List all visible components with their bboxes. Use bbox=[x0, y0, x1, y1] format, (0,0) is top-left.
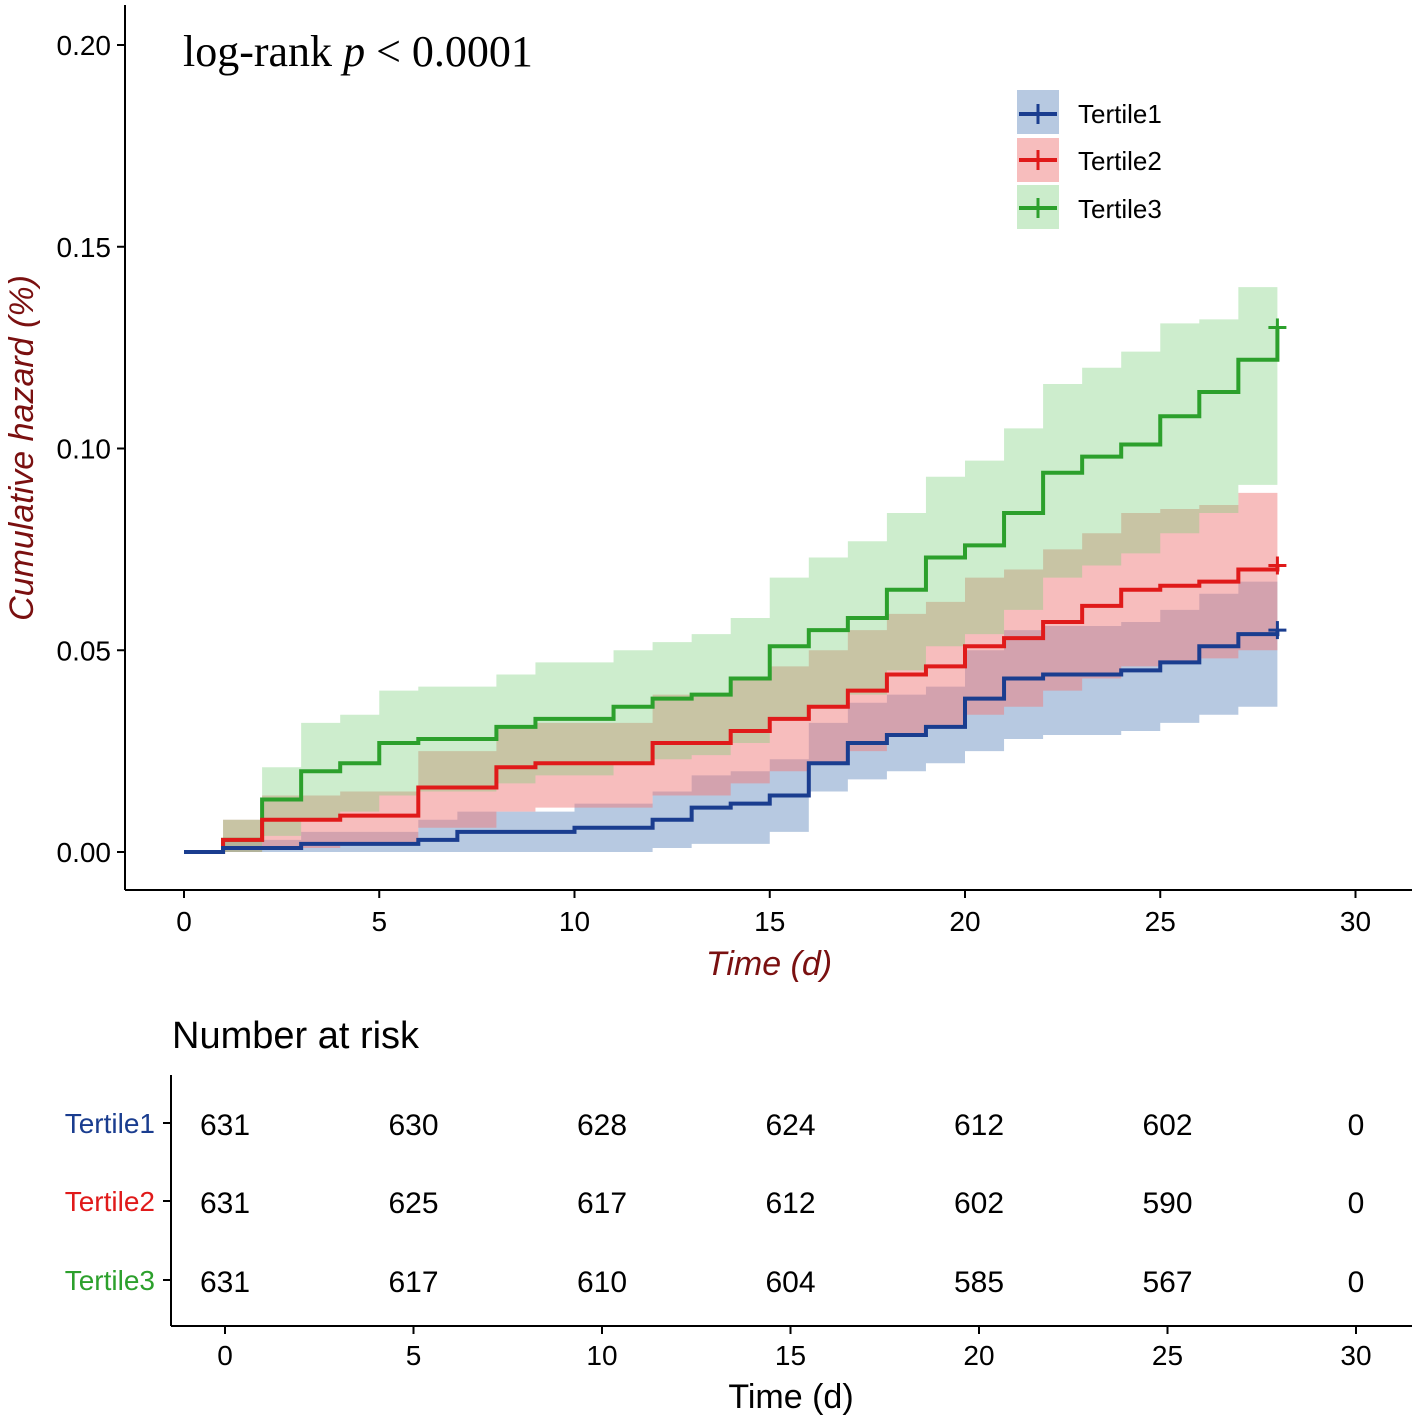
risk-cell-tertile2: 625 bbox=[388, 1187, 438, 1220]
risk-x-tick-label: 0 bbox=[217, 1340, 233, 1371]
pvalue-annotation: log-rank p < 0.0001 bbox=[183, 27, 533, 76]
risk-rows: Tertile1 631 630 628 624 612 602 0 Tertile2 631 62… bbox=[65, 1108, 1365, 1299]
legend-label-tertile1: Tertile1 bbox=[1078, 99, 1162, 129]
x-tick-label: 10 bbox=[559, 906, 590, 937]
hazard-line-tertile1 bbox=[184, 630, 1280, 854]
risk-cell-tertile1: 624 bbox=[765, 1109, 815, 1142]
risk-cell-tertile1: 612 bbox=[954, 1109, 1004, 1142]
risk-cell-tertile1: 630 bbox=[388, 1109, 438, 1142]
ci-band-tertile3 bbox=[184, 258, 1278, 853]
x-tick-label: 0 bbox=[176, 906, 192, 937]
y-tick-label: 0.10 bbox=[57, 434, 112, 465]
risk-cell-tertile2: 602 bbox=[954, 1187, 1004, 1220]
risk-cell-tertile2: 617 bbox=[577, 1187, 627, 1220]
x-tick-label: 25 bbox=[1145, 906, 1176, 937]
risk-x-tick-label: 30 bbox=[1340, 1340, 1371, 1371]
risk-x-tick-label: 10 bbox=[586, 1340, 617, 1371]
y-tick-label: 0.05 bbox=[57, 635, 112, 666]
risk-x-tick-label: 5 bbox=[406, 1340, 422, 1371]
legend-item-tertile3: Tertile3 bbox=[1017, 185, 1162, 229]
risk-cell-tertile3: 585 bbox=[954, 1266, 1004, 1299]
hazard-curves bbox=[184, 318, 1287, 854]
risk-row-label-tertile1: Tertile1 bbox=[65, 1108, 155, 1139]
number-at-risk-table: Number at risk Tertile1 631 630 628 624 612 60… bbox=[65, 1015, 1412, 1416]
cumulative-hazard-chart: 0.00 0.05 0.10 0.15 0.20 0 5 10 15 20 25 30 log-ra… bbox=[3, 5, 1412, 983]
risk-cell-tertile3: 0 bbox=[1348, 1266, 1365, 1299]
risk-cell-tertile1: 628 bbox=[577, 1109, 627, 1142]
risk-row-label-tertile3: Tertile3 bbox=[65, 1265, 155, 1296]
risk-table-title: Number at risk bbox=[172, 1015, 420, 1057]
legend-label-tertile2: Tertile2 bbox=[1078, 146, 1162, 176]
x-tick-label: 15 bbox=[754, 906, 785, 937]
risk-x-axis-title: Time (d) bbox=[728, 1378, 853, 1416]
risk-x-ticks: 0 5 10 15 20 25 30 bbox=[217, 1326, 1372, 1371]
x-tick-label: 20 bbox=[949, 906, 980, 937]
risk-cell-tertile3: 617 bbox=[388, 1266, 438, 1299]
y-tick-label: 0.15 bbox=[57, 232, 112, 263]
risk-cell-tertile1: 631 bbox=[200, 1109, 250, 1142]
risk-x-tick-label: 25 bbox=[1152, 1340, 1183, 1371]
risk-cell-tertile3: 567 bbox=[1142, 1266, 1192, 1299]
legend-item-tertile2: Tertile2 bbox=[1017, 138, 1162, 182]
x-tick-label: 30 bbox=[1340, 906, 1371, 937]
risk-x-tick-label: 20 bbox=[963, 1340, 994, 1371]
x-axis-title: Time (d) bbox=[706, 945, 832, 983]
hazard-line-tertile3 bbox=[184, 327, 1280, 854]
risk-cell-tertile2: 612 bbox=[765, 1187, 815, 1220]
risk-cell-tertile3: 631 bbox=[200, 1266, 250, 1299]
y-ticks: 0.00 0.05 0.10 0.15 0.20 bbox=[57, 30, 125, 868]
risk-cell-tertile2: 631 bbox=[200, 1187, 250, 1220]
risk-cell-tertile3: 610 bbox=[577, 1266, 627, 1299]
risk-cell-tertile1: 0 bbox=[1348, 1109, 1365, 1142]
y-axis-title: Cumulative hazard (%) bbox=[3, 275, 41, 621]
x-tick-label: 5 bbox=[371, 906, 387, 937]
risk-row-label-tertile2: Tertile2 bbox=[65, 1186, 155, 1217]
y-tick-label: 0.20 bbox=[57, 30, 112, 61]
legend: Tertile1 Tertile2 Tertile3 bbox=[1017, 90, 1162, 229]
legend-item-tertile1: Tertile1 bbox=[1017, 90, 1162, 134]
ci-band-tertile2 bbox=[184, 492, 1278, 852]
legend-label-tertile3: Tertile3 bbox=[1078, 194, 1162, 224]
risk-cell-tertile2: 590 bbox=[1142, 1187, 1192, 1220]
risk-cell-tertile2: 0 bbox=[1348, 1187, 1365, 1220]
y-tick-label: 0.00 bbox=[57, 837, 112, 868]
x-ticks: 0 5 10 15 20 25 30 bbox=[176, 890, 1371, 937]
hazard-line-tertile2 bbox=[184, 565, 1280, 854]
risk-cell-tertile1: 602 bbox=[1142, 1109, 1192, 1142]
risk-x-tick-label: 15 bbox=[775, 1340, 806, 1371]
risk-cell-tertile3: 604 bbox=[765, 1266, 815, 1299]
